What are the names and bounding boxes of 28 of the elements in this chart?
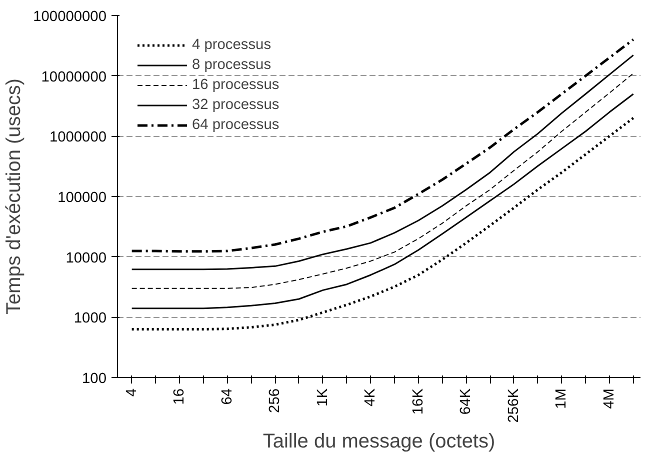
x-tick-label: 64 — [219, 388, 236, 405]
y-tick-label: 1000000 — [49, 130, 107, 146]
x-tick-label: 64K — [458, 388, 474, 415]
x-tick-label: 1K — [314, 388, 331, 406]
x-axis-title: Taille du message (octets) — [262, 430, 496, 453]
y-tick-label: 10000 — [66, 250, 107, 266]
y-axis-title: Temps d'exécution (usecs) — [3, 78, 26, 315]
x-tick-label: 256 — [267, 388, 284, 413]
x-tick-label: 4M — [601, 388, 618, 409]
y-tick-label: 1000 — [74, 310, 107, 327]
y-tick-label: 100000000 — [33, 9, 107, 25]
line-series — [131, 93, 634, 310]
x-tick-label: 4K — [362, 388, 379, 406]
legend-label: 32 processus — [192, 97, 280, 113]
y-tick-label: 100000 — [58, 190, 107, 206]
legend-label: 4 processus — [192, 37, 272, 53]
x-tick-label: 1M — [554, 388, 570, 409]
legend-label: 16 processus — [192, 77, 280, 93]
line-series — [130, 116, 635, 331]
x-tick-label: 16K — [410, 388, 426, 415]
x-tick-label: 4 — [124, 388, 140, 397]
line-series — [131, 72, 634, 289]
y-tick-label: 100 — [82, 371, 107, 387]
x-tick-label: 16 — [172, 388, 188, 405]
y-tick-label: 10000000 — [41, 69, 107, 86]
legend-label: 64 processus — [192, 117, 280, 133]
x-tick-label: 256K — [506, 388, 522, 423]
legend-label: 8 processus — [192, 57, 272, 73]
